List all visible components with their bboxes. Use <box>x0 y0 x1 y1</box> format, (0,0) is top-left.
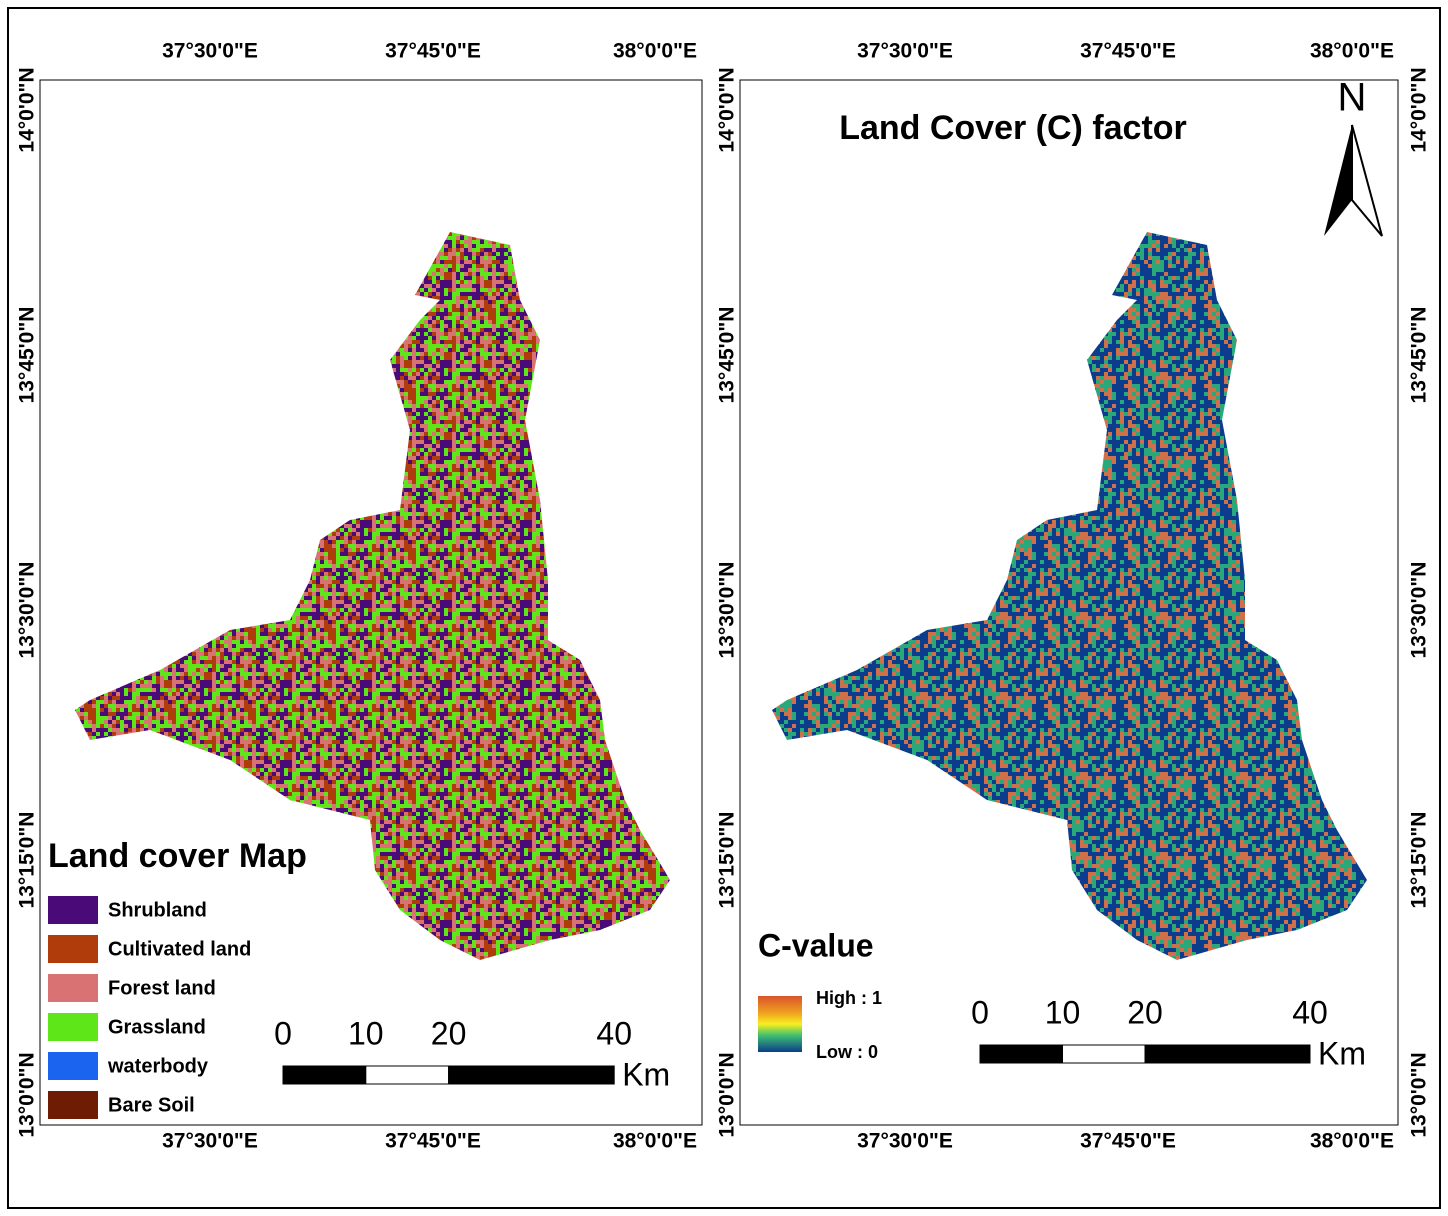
map-frame <box>39 79 703 1126</box>
legend-swatch <box>48 1091 98 1119</box>
lat-label: 14°0'0"N <box>1408 67 1431 152</box>
lat-label: 14°0'0"N <box>16 67 39 152</box>
lon-label: 38°0'0"E <box>613 40 697 63</box>
outer-border <box>7 7 1441 1209</box>
watershed-raster <box>772 232 1367 960</box>
scale-label: 10 <box>1045 994 1081 1030</box>
scale-segment <box>1062 1044 1146 1064</box>
scale-label: 40 <box>1292 994 1328 1030</box>
scale-segment <box>365 1065 450 1085</box>
lat-label: 13°0'0"N <box>16 1052 39 1137</box>
lat-label: 13°30'0"N <box>1408 562 1431 659</box>
lat-label: 13°45'0"N <box>16 307 39 404</box>
legend-label: Cultivated land <box>108 938 251 960</box>
legend-label: High : 1 <box>816 988 882 1008</box>
map-title: Land Cover (C) factor <box>839 109 1187 147</box>
lon-label: 37°45'0"E <box>385 40 481 63</box>
watershed-raster <box>75 232 670 960</box>
legend-swatch <box>48 1052 98 1080</box>
legend-label: Shrubland <box>108 899 207 921</box>
scale-label: 0 <box>971 994 989 1030</box>
map-frame <box>739 79 1399 1126</box>
legend-title: Land cover Map <box>48 837 307 875</box>
lon-label: 38°0'0"E <box>1310 1130 1394 1153</box>
lon-label: 37°45'0"E <box>1080 40 1176 63</box>
lat-label: 13°45'0"N <box>1408 307 1431 404</box>
lon-label: 37°30'0"E <box>162 40 258 63</box>
scale-label: 20 <box>1127 994 1163 1030</box>
legend-label: waterbody <box>107 1055 209 1077</box>
lon-label: 37°30'0"E <box>162 1130 258 1153</box>
lon-label: 37°45'0"E <box>1080 1130 1176 1153</box>
lon-label: 37°30'0"E <box>857 40 953 63</box>
legend-swatch <box>48 1013 98 1041</box>
north-arrow <box>1324 125 1352 236</box>
legend-title: C-value <box>758 927 874 963</box>
color-ramp <box>758 996 802 1052</box>
lon-label: 38°0'0"E <box>613 1130 697 1153</box>
lat-label: 13°45'0"N <box>716 307 739 404</box>
scale-label: 40 <box>596 1015 632 1051</box>
legend-label: Bare Soil <box>108 1094 195 1116</box>
scale-segment <box>448 1065 615 1085</box>
legend-label: Forest land <box>108 977 216 999</box>
lat-label: 13°0'0"N <box>716 1052 739 1137</box>
legend-swatch <box>48 974 98 1002</box>
lon-label: 38°0'0"E <box>1310 40 1394 63</box>
lat-label: 13°0'0"N <box>1408 1052 1431 1137</box>
scale-label: 10 <box>348 1015 384 1051</box>
lat-label: 13°30'0"N <box>16 562 39 659</box>
lat-label: 14°0'0"N <box>716 67 739 152</box>
lat-label: 13°15'0"N <box>716 812 739 909</box>
lat-label: 13°30'0"N <box>716 562 739 659</box>
scale-segment <box>282 1065 367 1085</box>
scale-segment <box>1144 1044 1311 1064</box>
legend-label: Grassland <box>108 1016 206 1038</box>
scale-unit: Km <box>622 1056 670 1092</box>
lon-label: 37°45'0"E <box>385 1130 481 1153</box>
lon-label: 37°30'0"E <box>857 1130 953 1153</box>
legend-swatch <box>48 896 98 924</box>
legend-swatch <box>48 935 98 963</box>
scale-label: 0 <box>274 1015 292 1051</box>
lat-label: 13°15'0"N <box>1408 812 1431 909</box>
north-arrow <box>1351 124 1383 237</box>
scale-label: 20 <box>431 1015 467 1051</box>
lat-label: 13°15'0"N <box>16 812 39 909</box>
legend-label: Low : 0 <box>816 1042 878 1062</box>
scale-unit: Km <box>1318 1035 1366 1071</box>
scale-segment <box>979 1044 1063 1064</box>
north-label: N <box>1338 76 1367 120</box>
